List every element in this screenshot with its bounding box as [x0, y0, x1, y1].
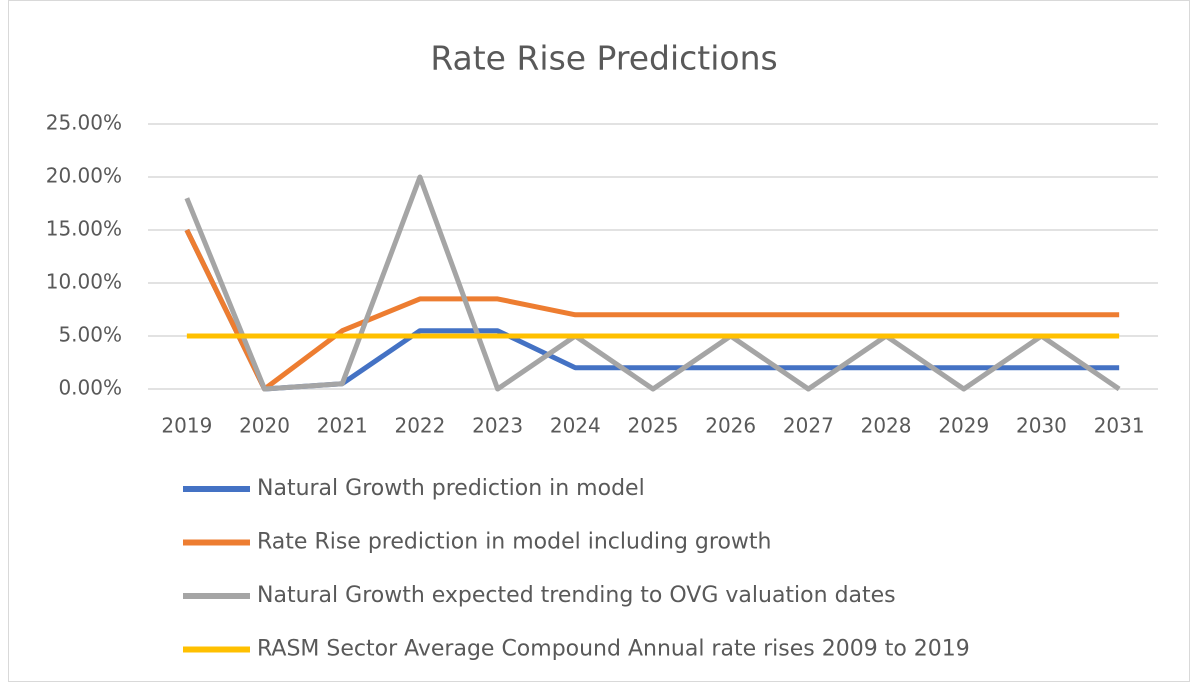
x-tick-label: 2031	[1094, 414, 1145, 438]
x-tick-label: 2030	[1016, 414, 1067, 438]
y-tick-label: 15.00%	[46, 217, 122, 241]
y-tick-label: 25.00%	[46, 111, 122, 135]
chart-title: Rate Rise Predictions	[430, 39, 777, 78]
x-tick-label: 2028	[861, 414, 912, 438]
x-tick-label: 2029	[938, 414, 989, 438]
x-tick-label: 2019	[161, 414, 212, 438]
legend-label: Rate Rise prediction in model including …	[257, 530, 771, 555]
x-tick-label: 2022	[394, 414, 445, 438]
x-tick-label: 2026	[705, 414, 756, 438]
series-line	[184, 228, 1120, 392]
series-line	[184, 174, 1121, 392]
legend-label: RASM Sector Average Compound Annual rate…	[257, 637, 970, 662]
x-tick-label: 2027	[783, 414, 834, 438]
y-tick-label: 20.00%	[46, 164, 122, 188]
legend-label: Natural Growth expected trending to OVG …	[257, 583, 896, 608]
x-tick-label: 2021	[317, 414, 368, 438]
y-tick-label: 10.00%	[46, 270, 122, 294]
chart-border	[8, 0, 1190, 682]
x-tick-label: 2025	[628, 414, 679, 438]
x-tick-label: 2020	[239, 414, 290, 438]
x-tick-label: 2023	[472, 414, 523, 438]
legend-label: Natural Growth prediction in model	[257, 476, 645, 501]
y-tick-label: 0.00%	[58, 376, 122, 400]
x-tick-label: 2024	[550, 414, 601, 438]
y-tick-label: 5.00%	[58, 323, 122, 347]
